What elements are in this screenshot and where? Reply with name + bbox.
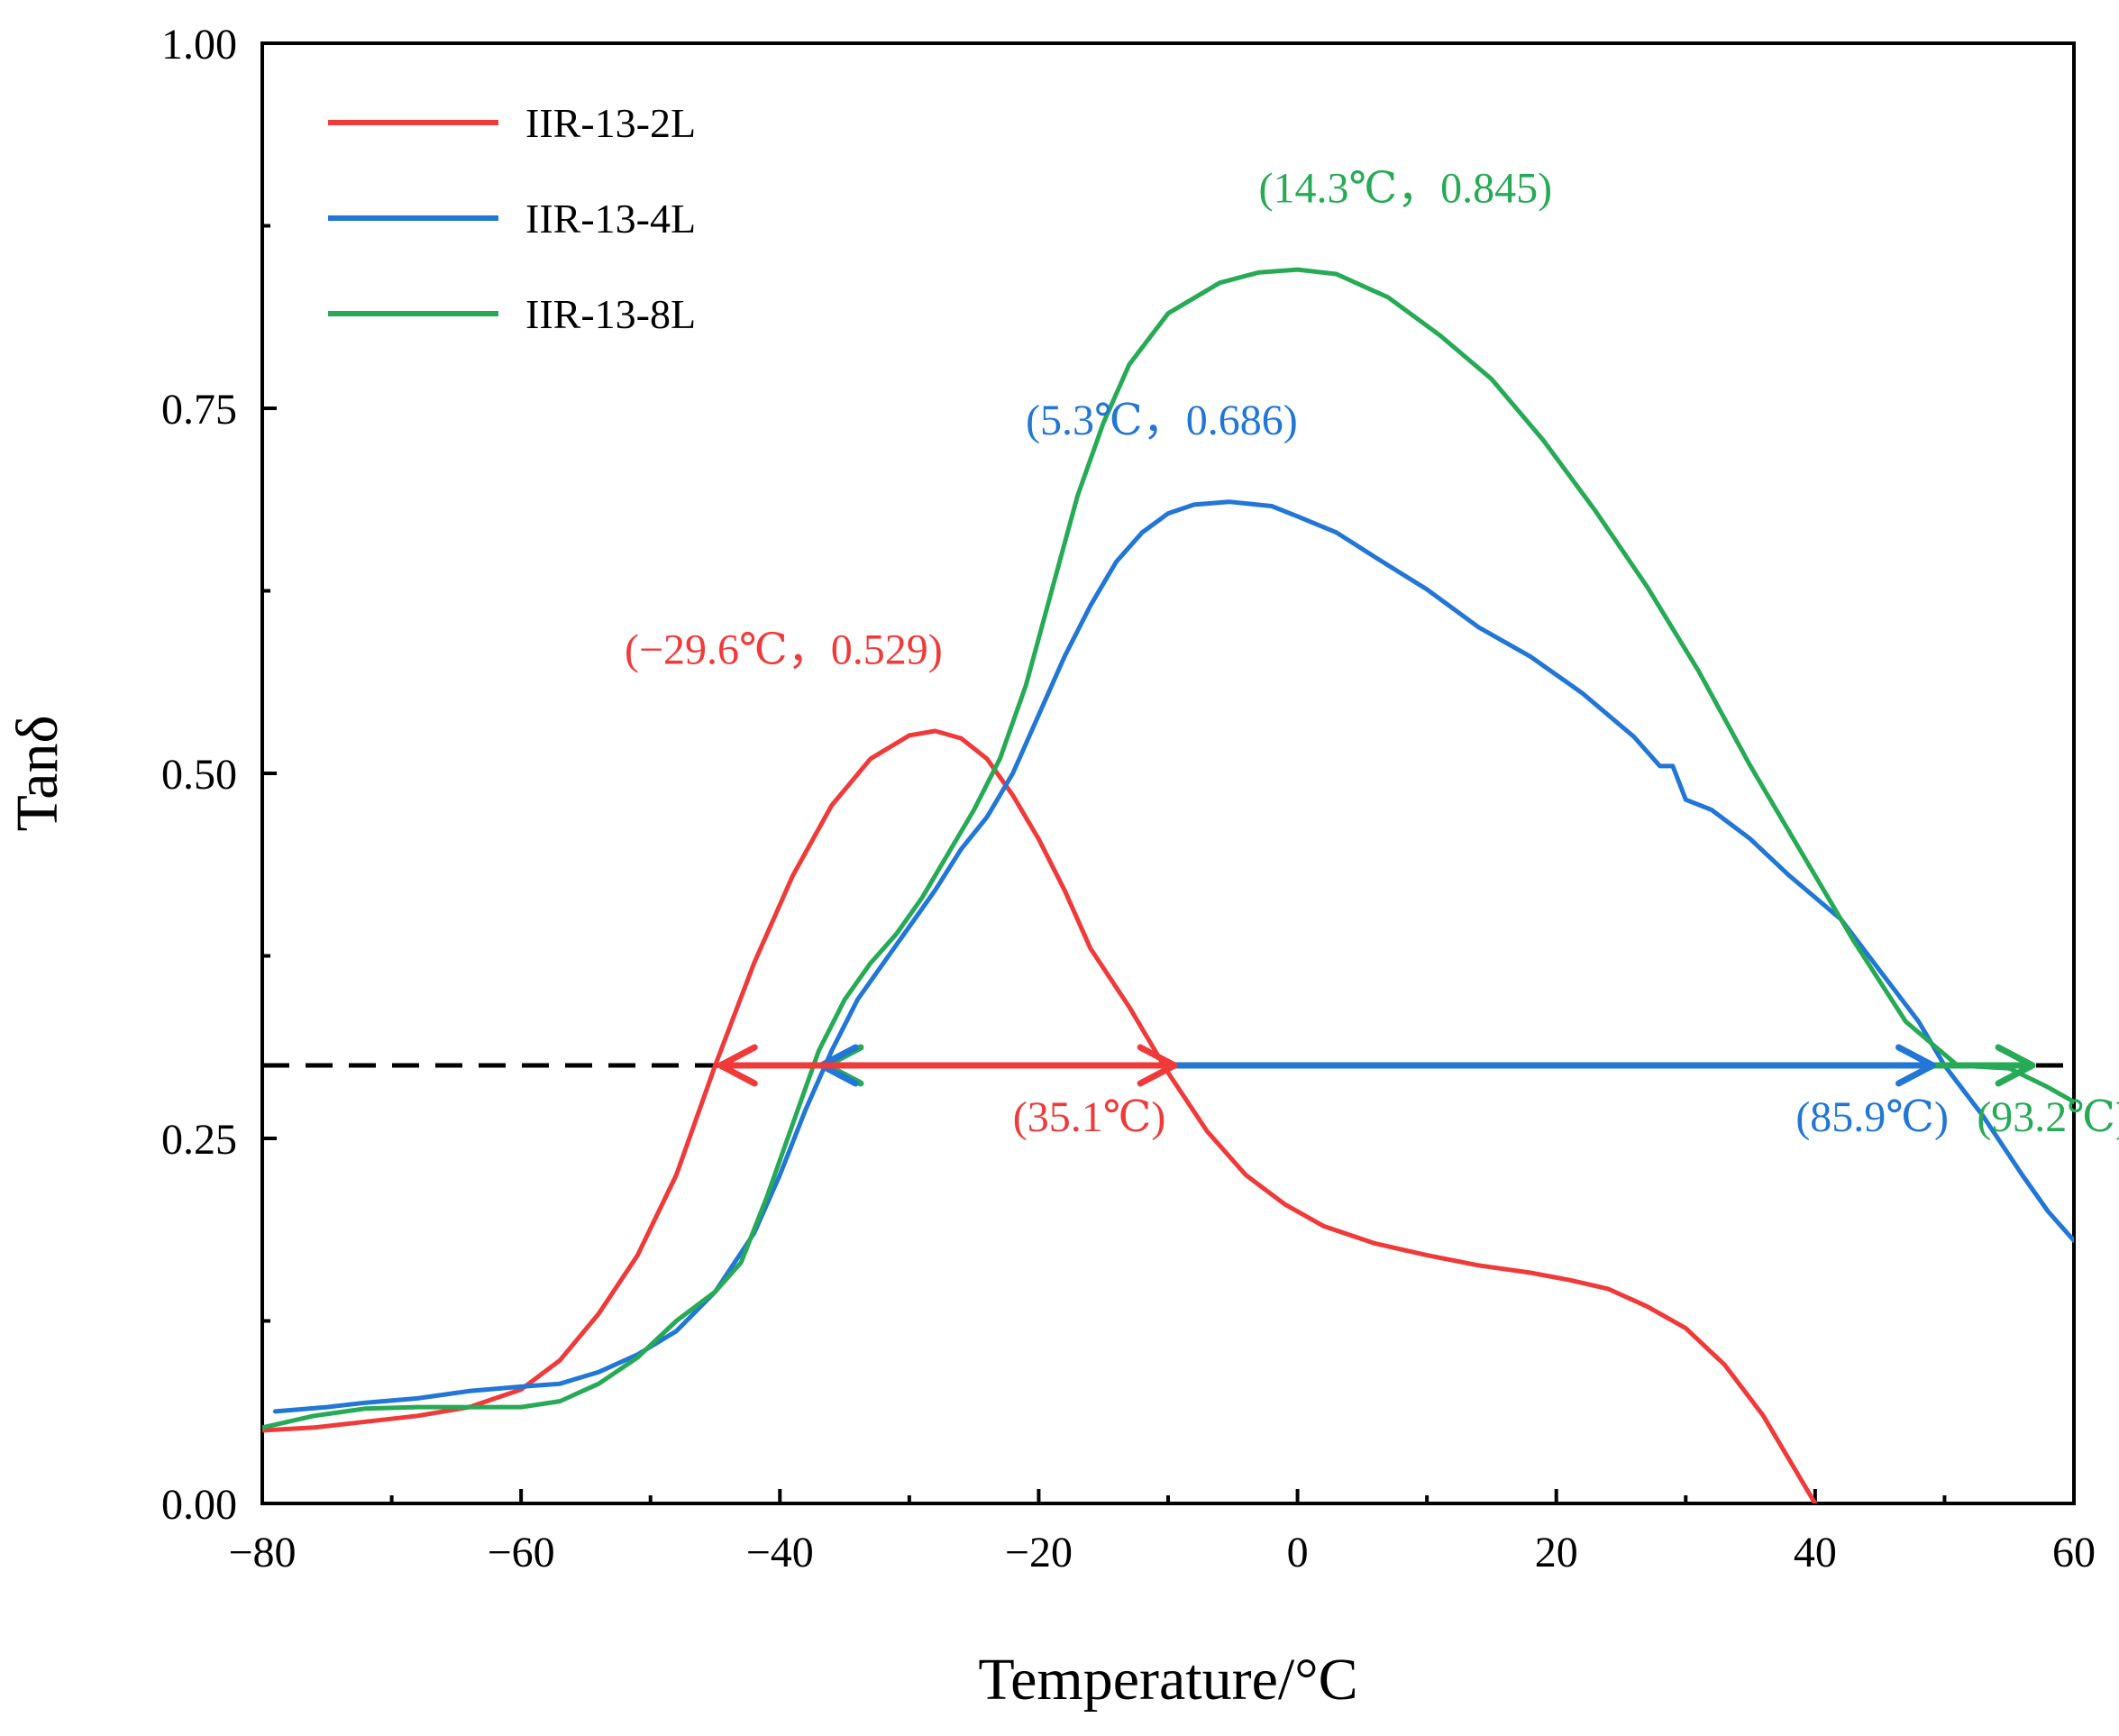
- x-tick-label: 20: [1535, 1529, 1578, 1576]
- x-tick-label: 40: [1794, 1529, 1837, 1576]
- x-tick-label: −80: [228, 1529, 296, 1576]
- y-tick-label: 0.00: [161, 1481, 237, 1529]
- x-tick-label: −20: [1005, 1529, 1073, 1576]
- arrow-layer: [717, 1044, 2036, 1087]
- series-line-IIR-13-8L: [262, 267, 2074, 1430]
- axis-ticks: [260, 41, 2076, 1505]
- x-tick-label: 60: [2052, 1529, 2096, 1576]
- annotation-width: (35.1℃): [1013, 1093, 1166, 1141]
- y-axis-title: Tanδ: [5, 715, 70, 831]
- annotation-peak: (5.3℃，0.686): [1026, 397, 1298, 444]
- arrow-head: [1995, 1044, 2036, 1087]
- plot-frame: [260, 41, 2076, 1505]
- series-line-IIR-13-4L: [272, 499, 2074, 1414]
- y-tick-label: 0.25: [161, 1116, 237, 1164]
- annotation-width: (93.2℃): [1977, 1093, 2119, 1141]
- x-tick-label: −40: [746, 1529, 814, 1576]
- arrow-head: [717, 1044, 758, 1087]
- annotation-peak: (14.3℃，0.845): [1259, 165, 1553, 213]
- y-tick-label: 0.50: [161, 751, 237, 799]
- legend-label: IIR-13-8L: [525, 291, 696, 337]
- legend: IIR-13-2L IIR-13-4L IIR-13-8L: [328, 100, 696, 337]
- arrow-head: [1137, 1044, 1178, 1087]
- legend-label: IIR-13-2L: [525, 100, 696, 146]
- x-tick-label: −60: [488, 1529, 555, 1576]
- x-tick-label: 0: [1287, 1529, 1309, 1576]
- series-line-IIR-13-2L: [262, 728, 1818, 1503]
- axis-tick-labels: −80 −60 −40 −20 0 20 40 60 0.00 0.25 0.50 0.75 1.00: [161, 21, 2096, 1576]
- annotation-layer: (−29.6℃，0.529) (5.3℃，0.686) (14.3℃，0.845) (…: [625, 165, 2119, 1141]
- annotation-width: (85.9℃): [1795, 1093, 1949, 1141]
- annotation-peak: (−29.6℃，0.529): [625, 626, 943, 674]
- arrow-head: [1895, 1044, 1937, 1087]
- y-tick-label: 0.75: [161, 386, 237, 434]
- y-tick-label: 1.00: [161, 21, 237, 69]
- legend-label: IIR-13-4L: [525, 196, 696, 242]
- x-axis-title: Temperature/°C: [978, 1647, 1357, 1713]
- series-layer: [262, 267, 2074, 1503]
